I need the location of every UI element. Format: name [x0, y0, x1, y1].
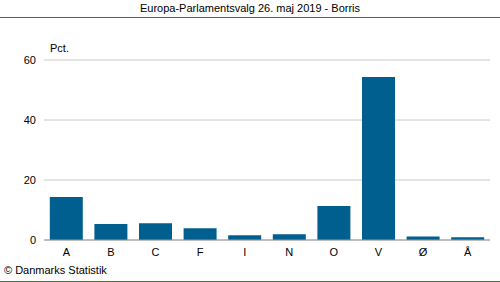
- svg-text:Å: Å: [464, 246, 472, 258]
- svg-text:A: A: [63, 246, 71, 258]
- html-text:Europa-Parlamentsvalg 26. maj: Europa-Parlamentsvalg 26. maj 2019 - Bor…: [139, 2, 360, 14]
- svg-text:Ø: Ø: [419, 246, 428, 258]
- svg-text:F: F: [197, 246, 204, 258]
- svg-text:20: 20: [24, 174, 36, 186]
- svg-text:N: N: [285, 246, 293, 258]
- svg-text:C: C: [152, 246, 160, 258]
- html-text:© Danmarks Statistik: © Danmarks Statistik: [4, 264, 107, 276]
- svg-text:O: O: [330, 246, 339, 258]
- html-text:Pct.: Pct.: [50, 42, 69, 54]
- svg-text:40: 40: [24, 114, 36, 126]
- svg-text:0: 0: [30, 234, 36, 246]
- svg-text:I: I: [243, 246, 246, 258]
- svg-text:60: 60: [24, 54, 36, 66]
- svg-text:B: B: [107, 246, 114, 258]
- svg-text:V: V: [375, 246, 383, 258]
